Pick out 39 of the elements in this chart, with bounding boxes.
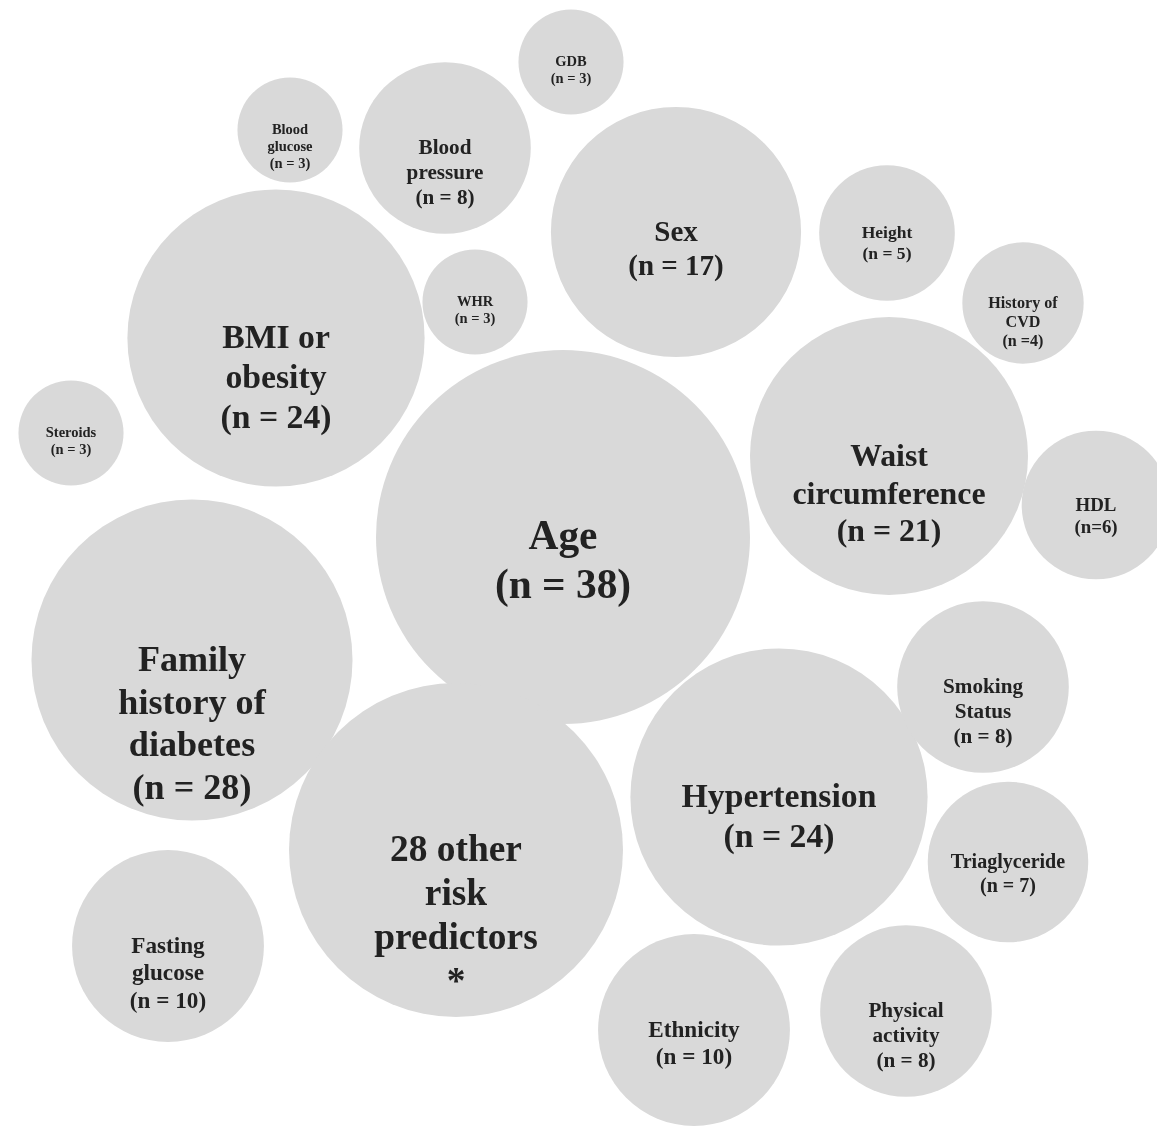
data-label: (n = 3) xyxy=(550,70,592,88)
data-label: (n = 3) xyxy=(454,310,496,328)
category-label: History of CVD xyxy=(988,294,1059,331)
category-label: Smoking Status xyxy=(943,674,1024,723)
data-label: (n = 38) xyxy=(494,560,632,608)
data-label: (n=6) xyxy=(1074,516,1118,539)
category-label: GDB xyxy=(555,53,588,69)
data-label: (n = 24) xyxy=(723,816,835,855)
data-label: (n = 17) xyxy=(628,249,724,283)
category-label: Triaglyceride xyxy=(950,850,1066,873)
category-label: Hypertension xyxy=(681,777,877,814)
data-label: (n = 3) xyxy=(269,155,311,173)
data-label: (n = 10) xyxy=(129,986,207,1013)
category-label: Physical activity xyxy=(868,998,944,1047)
category-label: Blood glucose xyxy=(267,121,314,155)
data-label: (n = 3) xyxy=(50,441,92,459)
category-label: Steroids xyxy=(45,424,97,440)
category-label: Fasting glucose xyxy=(131,932,206,986)
data-label: (n =4) xyxy=(1002,332,1044,351)
category-label: Family history of diabetes xyxy=(118,639,267,765)
category-label: Ethnicity xyxy=(648,1016,741,1042)
data-label: (n = 8) xyxy=(953,723,1013,748)
category-label: Height xyxy=(861,222,913,242)
data-label: (n = 5) xyxy=(862,242,912,263)
data-label: (n = 7) xyxy=(980,873,1036,897)
data-label: (n = 10) xyxy=(655,1043,733,1070)
category-label: BMI or obesity xyxy=(222,318,330,395)
category-label: WHR xyxy=(456,293,494,309)
category-label: HDL xyxy=(1075,494,1117,515)
category-label: Sex xyxy=(654,215,699,247)
data-label: (n = 24) xyxy=(220,397,332,436)
category-label: Age xyxy=(528,512,598,558)
data-label: (n = 21) xyxy=(836,513,942,549)
data-label: (n = 28) xyxy=(132,766,252,807)
data-label: (n = 8) xyxy=(415,184,475,209)
category-label: Waist circumference xyxy=(792,438,986,511)
data-label: (n = 8) xyxy=(876,1047,936,1072)
category-label: 28 other risk predictors * xyxy=(374,828,538,1002)
category-label: Blood pressure xyxy=(406,135,484,184)
